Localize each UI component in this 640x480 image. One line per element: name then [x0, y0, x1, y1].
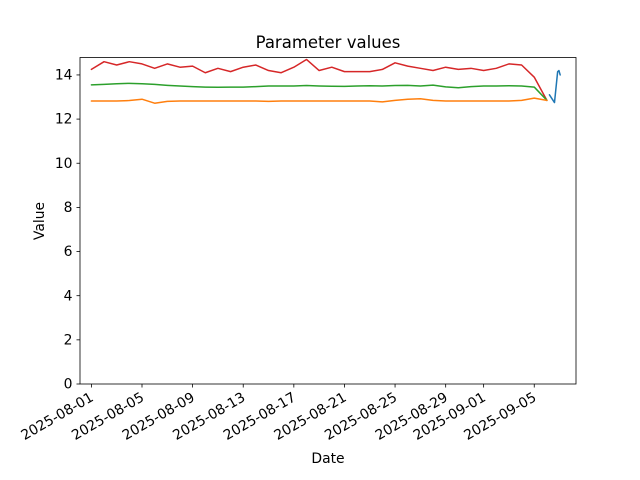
series-lines [90, 58, 561, 104]
y-tick-label: 10 [55, 156, 73, 172]
axis-ticks: 024681012142025-08-012025-08-052025-08-0… [18, 68, 539, 444]
chart-title: Parameter values [256, 33, 401, 52]
y-tick-label: 12 [55, 112, 73, 128]
series-blue [548, 69, 561, 104]
y-tick-label: 14 [55, 68, 73, 84]
series-orange [90, 97, 548, 104]
y-tick-label: 4 [64, 288, 73, 304]
x-axis-label: Date [311, 451, 344, 467]
y-tick-label: 2 [64, 332, 73, 348]
y-tick-label: 6 [64, 244, 73, 260]
series-green [90, 82, 548, 102]
y-axis-label: Value [32, 202, 48, 240]
y-tick-label: 8 [64, 200, 73, 216]
series-red [90, 58, 548, 102]
y-tick-label: 0 [64, 377, 73, 393]
plot-border [79, 57, 577, 385]
